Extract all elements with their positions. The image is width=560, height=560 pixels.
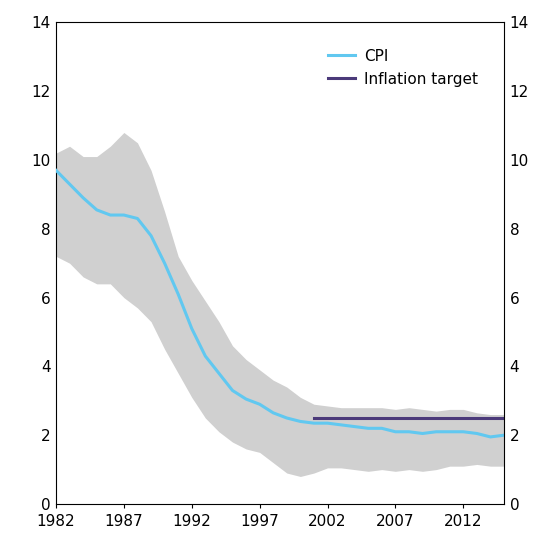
CPI: [270, 409, 277, 416]
CPI: [311, 420, 318, 427]
CPI: [80, 194, 86, 201]
Inflation target: [460, 414, 466, 421]
Inflation target: [324, 414, 331, 421]
CPI: [324, 420, 331, 427]
Inflation target: [419, 414, 426, 421]
Legend: CPI, Inflation target: CPI, Inflation target: [323, 44, 483, 91]
Inflation target: [405, 414, 412, 421]
CPI: [94, 207, 100, 213]
CPI: [487, 433, 494, 440]
CPI: [460, 428, 466, 435]
Inflation target: [474, 414, 480, 421]
CPI: [392, 428, 399, 435]
CPI: [242, 396, 249, 403]
CPI: [283, 414, 290, 421]
CPI: [229, 387, 236, 394]
Inflation target: [365, 414, 372, 421]
CPI: [107, 212, 114, 218]
Inflation target: [487, 414, 494, 421]
CPI: [202, 353, 209, 360]
Inflation target: [433, 414, 440, 421]
CPI: [120, 212, 127, 218]
CPI: [501, 432, 507, 438]
CPI: [297, 418, 304, 425]
Line: CPI: CPI: [56, 170, 504, 437]
CPI: [474, 430, 480, 437]
Inflation target: [351, 414, 358, 421]
CPI: [446, 428, 453, 435]
CPI: [433, 428, 440, 435]
CPI: [161, 260, 168, 267]
Inflation target: [446, 414, 453, 421]
CPI: [379, 425, 385, 432]
CPI: [256, 401, 263, 408]
CPI: [365, 425, 372, 432]
Inflation target: [501, 414, 507, 421]
CPI: [134, 215, 141, 222]
CPI: [216, 370, 222, 377]
CPI: [53, 167, 59, 174]
CPI: [351, 423, 358, 430]
CPI: [66, 181, 73, 188]
Inflation target: [311, 414, 318, 421]
Inflation target: [379, 414, 385, 421]
CPI: [338, 422, 344, 428]
CPI: [188, 325, 195, 332]
CPI: [175, 291, 181, 297]
Inflation target: [392, 414, 399, 421]
CPI: [148, 232, 155, 239]
CPI: [405, 428, 412, 435]
Inflation target: [338, 414, 344, 421]
CPI: [419, 430, 426, 437]
